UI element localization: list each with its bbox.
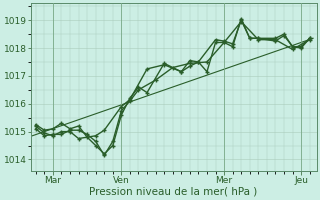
X-axis label: Pression niveau de la mer( hPa ): Pression niveau de la mer( hPa ) xyxy=(90,187,258,197)
